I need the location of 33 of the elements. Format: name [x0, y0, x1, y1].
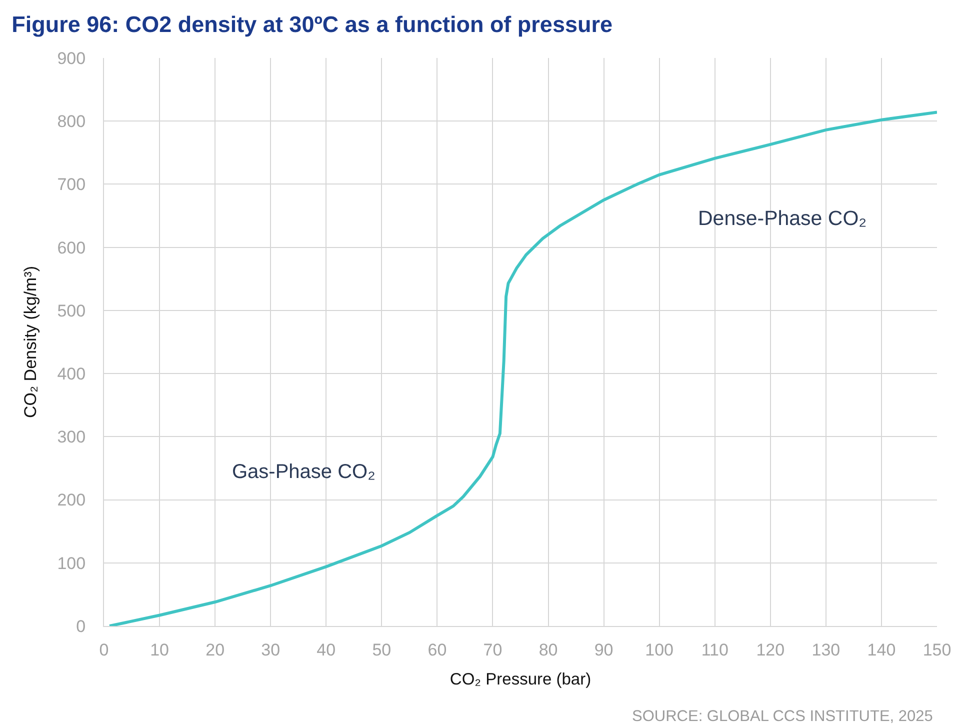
x-tick-label: 110: [701, 640, 728, 660]
y-tick-label: 900: [57, 48, 86, 68]
annotation: Gas-Phase CO₂: [232, 461, 376, 483]
x-axis-title: CO₂ Pressure (bar): [450, 670, 592, 688]
x-tick-label: 10: [150, 640, 169, 660]
y-tick-label: 800: [57, 112, 86, 132]
annotation: Dense-Phase CO₂: [698, 207, 867, 230]
x-tick-label: 50: [372, 640, 392, 660]
source-note: SOURCE: GLOBAL CCS INSTITUTE, 2025: [632, 708, 933, 725]
y-tick-label: 300: [57, 428, 86, 447]
y-tick-label: 0: [76, 616, 86, 636]
chart-title: Figure 96: CO2 density at 30ºC as a function of pressure: [12, 12, 613, 37]
x-tick-label: 20: [206, 640, 225, 660]
x-tick-label: 140: [867, 640, 896, 660]
y-tick-label: 700: [57, 175, 86, 194]
x-tick-label: 0: [99, 640, 109, 660]
y-tick-label: 100: [57, 554, 86, 573]
x-tick-label: 100: [645, 640, 674, 660]
x-tick-label: 90: [594, 640, 614, 660]
x-tick-label: 70: [483, 640, 502, 660]
y-axis-title: CO₂ Density (kg/m³): [20, 266, 40, 418]
x-tick-label: 60: [428, 640, 447, 660]
x-tick-label: 30: [261, 640, 280, 660]
line-series: [108, 110, 937, 626]
y-tick-label: 200: [57, 490, 86, 510]
y-tick-label: 400: [57, 364, 86, 384]
x-tick-label: 80: [538, 640, 558, 660]
x-tick-label: 150: [922, 640, 952, 660]
x-tick-label: 120: [756, 640, 785, 660]
y-tick-label: 500: [57, 301, 86, 320]
y-tick-label: 600: [57, 238, 86, 258]
x-tick-label: 40: [316, 640, 336, 660]
x-tick-label: 130: [812, 640, 840, 660]
